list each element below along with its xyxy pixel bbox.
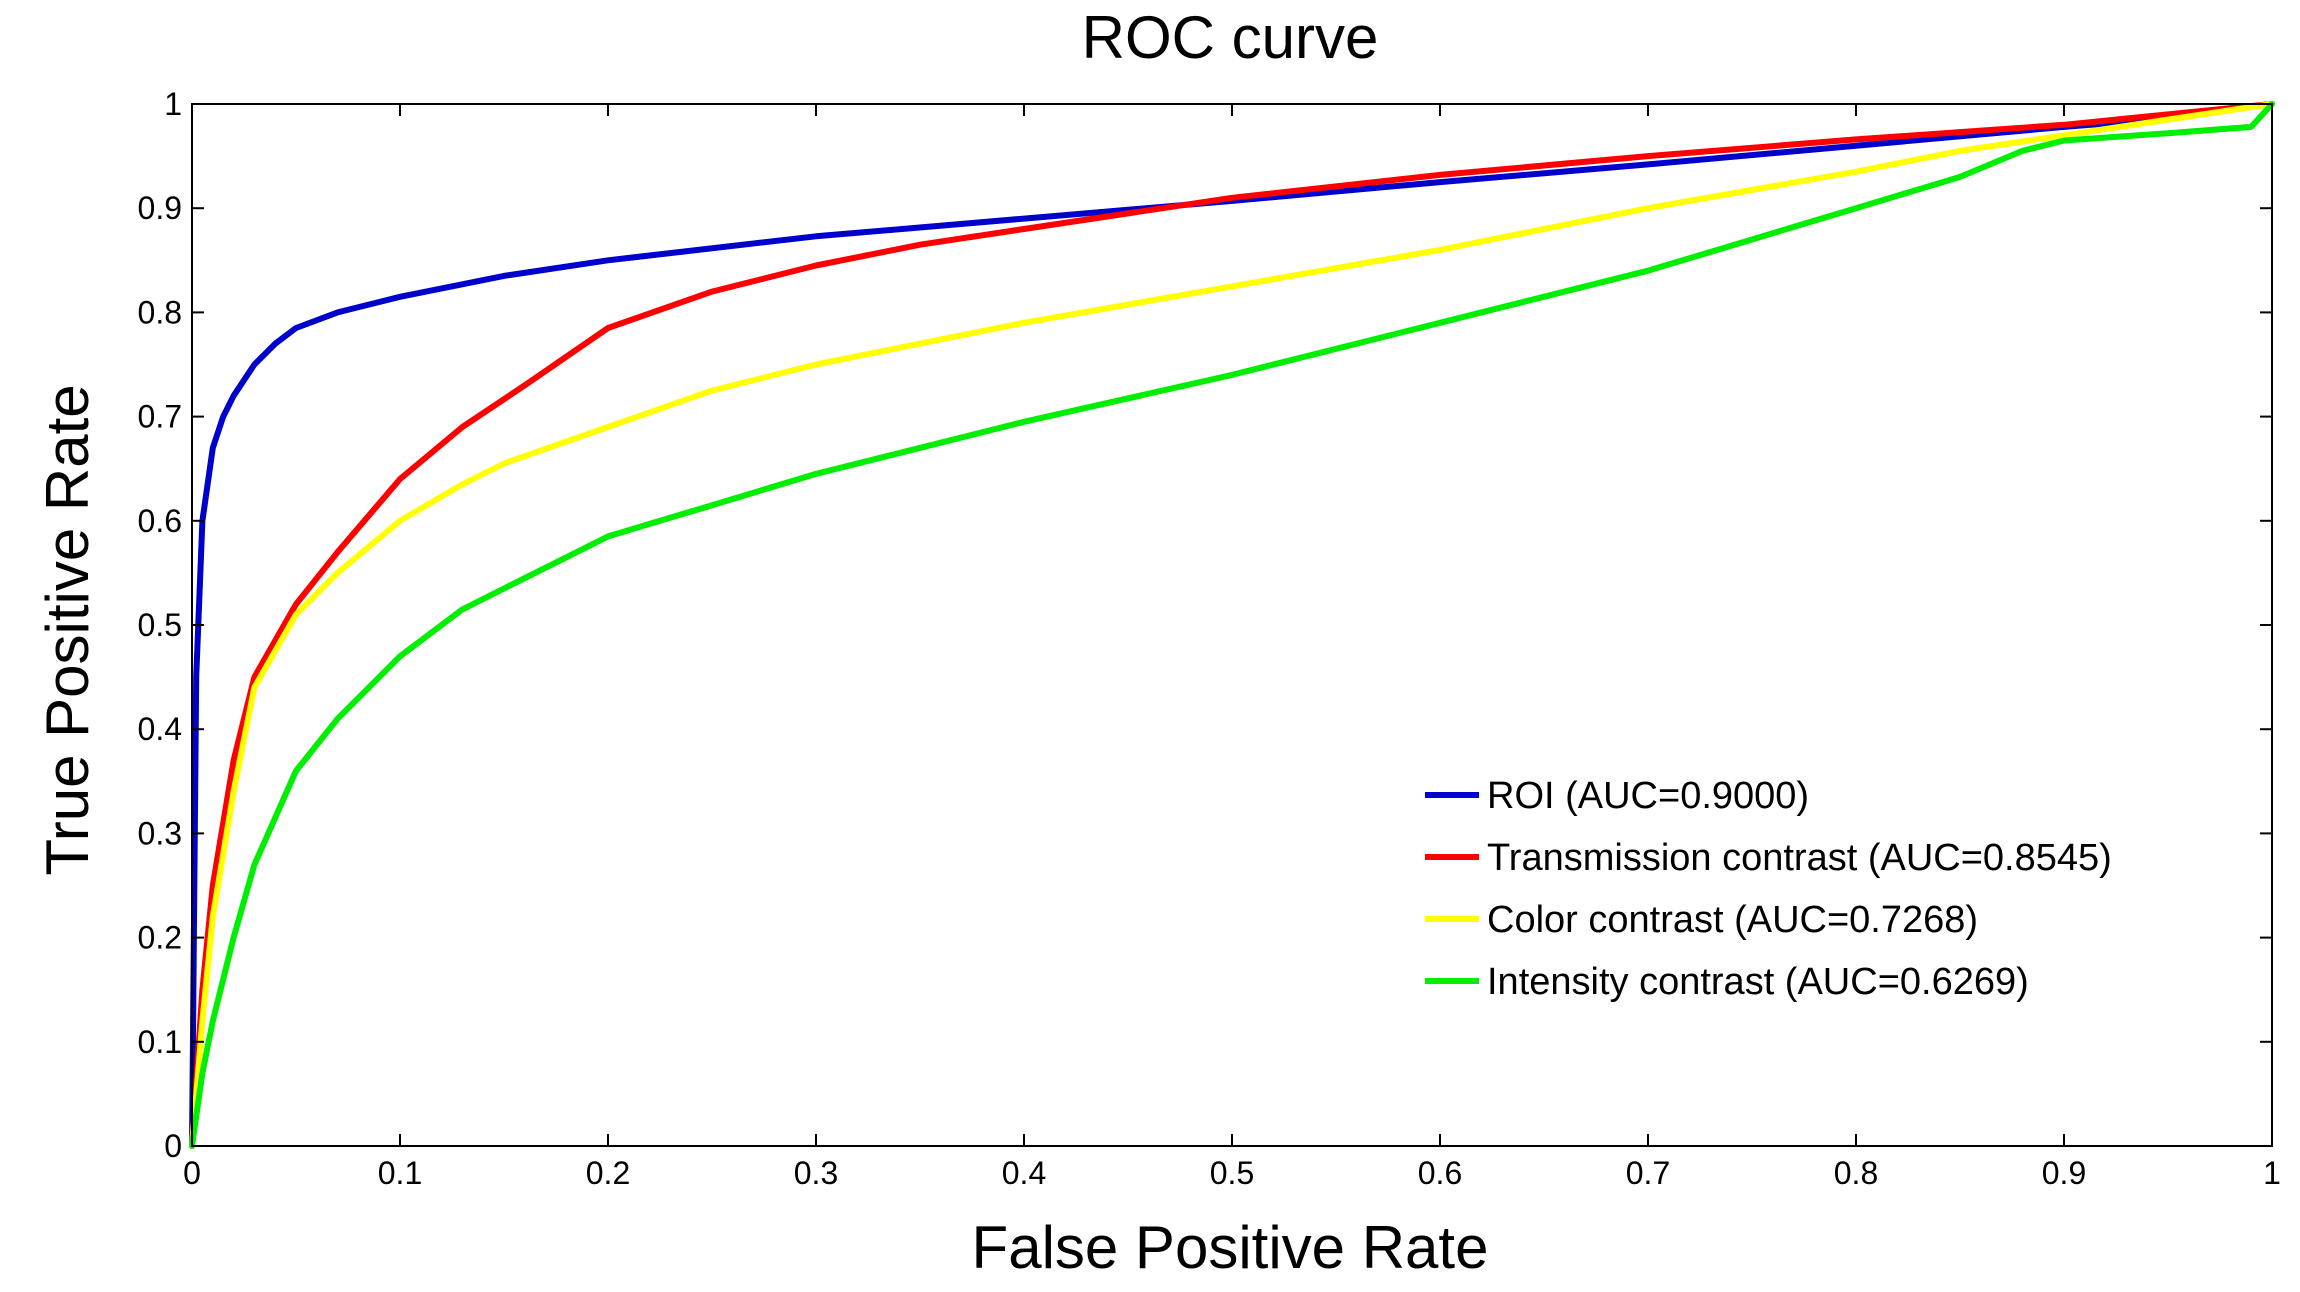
tick-layer: 0 0.1 0.2 0.3 0.4 0.5 0.6 0.7 0.8 0.9 1 0 0.1 0.2 0.3 0… — [138, 86, 2281, 1191]
legend-label-1: Transmission contrast (AUC=0.8545) — [1487, 837, 2112, 879]
x-tick-label: 0.3 — [794, 1155, 838, 1191]
y-tick-label: 0.4 — [138, 711, 182, 747]
series-layer — [189, 101, 2275, 1149]
y-tick-label: 0.8 — [138, 294, 182, 330]
x-tick-label: 0.4 — [1002, 1155, 1046, 1191]
y-axis-title: True Positive Rate — [34, 384, 101, 875]
y-tick-label: 0.2 — [138, 920, 182, 956]
series-line-1 — [189, 101, 2275, 1149]
x-tick-label: 0.6 — [1418, 1155, 1462, 1191]
y-tick-label: 0.6 — [138, 503, 182, 539]
y-tick-label: 0.9 — [138, 190, 182, 226]
y-tick-label: 0.1 — [138, 1024, 182, 1060]
series-line-0 — [189, 101, 2275, 1149]
x-tick-label: 0.9 — [2042, 1155, 2086, 1191]
x-tick-label: 0.5 — [1210, 1155, 1254, 1191]
y-tick-label: 0 — [164, 1128, 182, 1164]
legend-label-2: Color contrast (AUC=0.7268) — [1487, 899, 1978, 941]
series-line-3 — [189, 101, 2275, 1149]
y-tick-label: 0.7 — [138, 399, 182, 435]
x-axis-title: False Positive Rate — [972, 1214, 1489, 1281]
x-tick-label: 0.2 — [586, 1155, 630, 1191]
x-tick-label: 0.8 — [1834, 1155, 1878, 1191]
y-tick-label: 1 — [164, 86, 182, 122]
legend-label-3: Intensity contrast (AUC=0.6269) — [1487, 961, 2029, 1003]
y-tick-label: 0.3 — [138, 815, 182, 851]
x-tick-label: 0.1 — [378, 1155, 422, 1191]
legend: ROI (AUC=0.9000) Transmission contrast (A… — [1425, 775, 2112, 1003]
x-tick-label: 0 — [183, 1155, 201, 1191]
series-line-2 — [189, 101, 2275, 1149]
y-tick-label: 0.5 — [138, 607, 182, 643]
chart-title: ROC curve — [1082, 4, 1379, 71]
legend-label-0: ROI (AUC=0.9000) — [1487, 775, 1809, 817]
x-tick-label: 1 — [2263, 1155, 2281, 1191]
x-tick-label: 0.7 — [1626, 1155, 1670, 1191]
